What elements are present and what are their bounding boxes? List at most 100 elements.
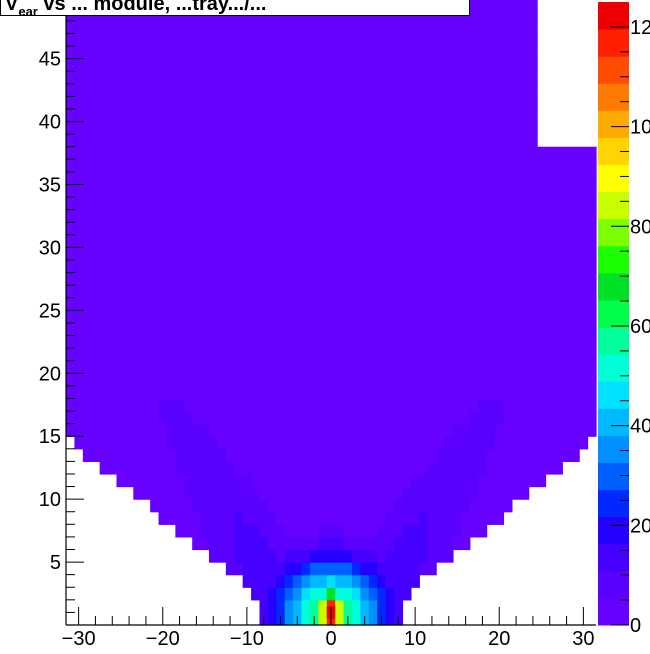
heatmap-bin	[503, 285, 513, 299]
heatmap-bin	[570, 348, 580, 362]
heatmap-bin	[309, 285, 319, 299]
heatmap-bin	[520, 8, 530, 22]
heatmap-bin	[503, 310, 513, 324]
heatmap-bin	[461, 373, 471, 387]
heatmap-bin	[520, 448, 530, 462]
heatmap-bin	[478, 524, 488, 538]
heatmap-bin	[377, 171, 387, 186]
heatmap-bin	[570, 260, 580, 274]
heatmap-bin	[579, 197, 589, 211]
heatmap-bin	[209, 398, 219, 412]
heatmap-bin	[545, 171, 555, 186]
heatmap-bin	[402, 234, 412, 249]
heatmap-bin	[166, 234, 176, 249]
heatmap-bin	[284, 599, 294, 614]
heatmap-bin	[158, 448, 168, 462]
heatmap-bin	[91, 159, 101, 173]
heatmap-bin	[276, 599, 286, 614]
heatmap-bin	[352, 423, 362, 437]
heatmap-bin	[259, 285, 269, 299]
heatmap-bin	[410, 134, 420, 148]
heatmap-bin	[495, 398, 505, 412]
heatmap-bin	[66, 297, 76, 311]
heatmap-bin	[495, 423, 505, 437]
heatmap-bin	[158, 385, 168, 400]
heatmap-bin	[82, 285, 92, 299]
heatmap-bin	[116, 285, 126, 299]
heatmap-bin	[209, 486, 219, 500]
heatmap-bin	[587, 373, 597, 387]
heatmap-bin	[452, 184, 462, 198]
heatmap-bin	[570, 423, 580, 437]
color-scale-label: 40	[630, 416, 650, 438]
heatmap-bin	[452, 247, 462, 261]
color-scale-segment	[598, 489, 629, 518]
heatmap-bin	[158, 272, 168, 286]
heatmap-bin	[553, 398, 563, 412]
heatmap-bin	[410, 209, 420, 223]
heatmap-bin	[410, 423, 420, 437]
heatmap-bin	[495, 159, 505, 173]
x-tick-label: 0	[325, 628, 336, 650]
heatmap-bin	[234, 461, 244, 475]
heatmap-bin	[368, 260, 378, 274]
heatmap-bin	[293, 461, 303, 475]
heatmap-bin	[251, 297, 261, 311]
heatmap-bin	[318, 574, 328, 588]
heatmap-bin	[284, 71, 294, 85]
heatmap-bin	[427, 134, 437, 148]
heatmap-bin	[520, 108, 530, 123]
heatmap-bin	[192, 20, 202, 35]
heatmap-bin	[251, 222, 261, 236]
heatmap-bin	[99, 108, 109, 123]
heatmap-bin	[410, 146, 420, 160]
heatmap-bin	[318, 58, 328, 72]
heatmap-bin	[503, 58, 513, 72]
heatmap-bin	[276, 121, 286, 135]
heatmap-bin	[553, 184, 563, 198]
heatmap-bin	[242, 511, 252, 525]
heatmap-bin	[368, 272, 378, 286]
heatmap-bin	[469, 159, 479, 173]
heatmap-bin	[209, 71, 219, 85]
heatmap-bin	[427, 260, 437, 274]
heatmap-bin	[124, 33, 134, 47]
heatmap-bin	[394, 335, 404, 349]
heatmap-bin	[335, 423, 345, 437]
heatmap-bin	[267, 411, 277, 425]
heatmap-bin	[553, 297, 563, 311]
heatmap-bin	[166, 96, 176, 110]
heatmap-bin	[116, 83, 126, 97]
heatmap-bin	[579, 159, 589, 173]
heatmap-bin	[444, 171, 454, 186]
heatmap-bin	[116, 260, 126, 274]
heatmap-bin	[335, 473, 345, 488]
heatmap-bin	[486, 171, 496, 186]
heatmap-bin	[528, 360, 538, 374]
heatmap-bin	[335, 411, 345, 425]
heatmap-bin	[537, 348, 547, 362]
heatmap-bin	[284, 146, 294, 160]
heatmap-bin	[352, 222, 362, 236]
heatmap-bin	[158, 159, 168, 173]
heatmap-bin	[486, 222, 496, 236]
heatmap-bin	[528, 121, 538, 135]
heatmap-bin	[511, 159, 521, 173]
heatmap-bin	[377, 574, 387, 588]
heatmap-bin	[276, 473, 286, 488]
heatmap-bin	[335, 71, 345, 85]
heatmap-bin	[326, 247, 336, 261]
heatmap-bin	[461, 461, 471, 475]
heatmap-bin	[217, 360, 227, 374]
heatmap-bin	[209, 511, 219, 525]
heatmap-bin	[553, 448, 563, 462]
heatmap-bin	[419, 285, 429, 299]
heatmap-bin	[150, 360, 160, 374]
heatmap-bin	[427, 96, 437, 110]
heatmap-bin	[335, 335, 345, 349]
heatmap-bin	[141, 184, 151, 198]
heatmap-bin	[192, 373, 202, 387]
heatmap-bin	[276, 411, 286, 425]
heatmap-bin	[108, 171, 118, 186]
heatmap-bin	[377, 33, 387, 47]
